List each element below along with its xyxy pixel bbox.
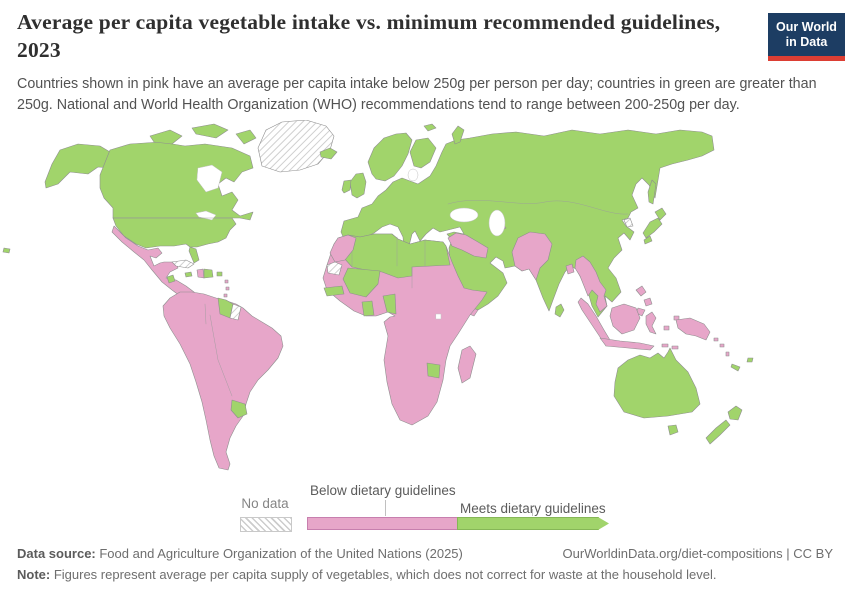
- region-java[interactable]: [599, 337, 655, 351]
- legend-no-data-label[interactable]: No data: [241, 496, 289, 511]
- legend-bar: [307, 517, 609, 530]
- logo-line-1: Our World: [776, 20, 837, 34]
- region-dominican-republic[interactable]: [203, 268, 214, 279]
- region-suriname[interactable]: [229, 303, 242, 321]
- region-lesser-antilles[interactable]: [223, 279, 230, 298]
- region-north-korea[interactable]: [623, 217, 634, 228]
- region-ireland[interactable]: [341, 179, 352, 194]
- region-greenland[interactable]: [257, 120, 335, 173]
- region-canada[interactable]: [99, 141, 254, 221]
- legend-meets-label[interactable]: Meets dietary guidelines: [460, 501, 606, 516]
- country-borders: [112, 200, 629, 397]
- region-senegal[interactable]: [323, 285, 345, 297]
- legend-meets-tick: [532, 509, 533, 516]
- baltic-sea: [407, 168, 419, 182]
- region-south-america[interactable]: [162, 291, 284, 471]
- legend-arrow-tip: [598, 517, 609, 530]
- region-cameroon[interactable]: [382, 293, 397, 315]
- region-fiji[interactable]: [746, 357, 754, 363]
- region-uruguay[interactable]: [230, 399, 248, 419]
- region-sri-lanka[interactable]: [554, 303, 565, 318]
- region-puerto-rico[interactable]: [216, 271, 223, 277]
- region-mexico-central-america[interactable]: [111, 225, 206, 307]
- data-source-label: Data source:: [17, 546, 96, 561]
- region-new-caledonia[interactable]: [730, 363, 741, 372]
- region-lesser-sunda-moluccas[interactable]: [661, 315, 680, 350]
- data-source-text: Food and Agriculture Organization of the…: [95, 546, 463, 561]
- region-madagascar[interactable]: [457, 345, 477, 384]
- legend-meets-swatch[interactable]: [457, 517, 599, 530]
- region-myanmar-thailand-cambodia[interactable]: [574, 255, 608, 313]
- region-new-guinea[interactable]: [675, 317, 711, 341]
- region-borneo[interactable]: [609, 303, 641, 335]
- region-sulawesi[interactable]: [645, 311, 657, 335]
- world-map: [2, 120, 754, 471]
- note-label: Note:: [17, 567, 51, 582]
- region-tasmania[interactable]: [667, 424, 679, 436]
- owid-logo[interactable]: Our World in Data: [768, 13, 845, 61]
- region-scandinavia[interactable]: [367, 132, 413, 182]
- legend-below-tick: [385, 500, 386, 516]
- page-title: Average per capita vegetable intake vs. …: [17, 10, 721, 63]
- data-source-line: Data source: Food and Agriculture Organi…: [17, 546, 463, 561]
- black-sea: [449, 207, 479, 223]
- region-finland[interactable]: [409, 137, 437, 169]
- region-eurasia[interactable]: [340, 129, 715, 318]
- region-jamaica[interactable]: [184, 271, 193, 278]
- region-cuba[interactable]: [171, 259, 195, 269]
- region-levant-iraq[interactable]: [447, 232, 489, 259]
- footer-source-row: Data source: Food and Agriculture Organi…: [17, 546, 833, 561]
- region-japan[interactable]: [642, 207, 667, 245]
- region-morocco[interactable]: [329, 234, 357, 263]
- hudson-bay: [196, 164, 223, 193]
- region-haiti[interactable]: [196, 268, 205, 279]
- owid-link[interactable]: OurWorldinData.org/diet-compositions | C…: [562, 546, 833, 561]
- region-solomon-islands[interactable]: [713, 337, 725, 348]
- region-guatemala[interactable]: [166, 274, 176, 284]
- region-mali[interactable]: [342, 267, 381, 298]
- logo-line-2: in Data: [785, 35, 828, 49]
- legend-no-data-swatch[interactable]: [240, 517, 292, 532]
- region-western-sahara[interactable]: [326, 261, 343, 276]
- region-united-kingdom[interactable]: [349, 172, 367, 199]
- region-new-zealand[interactable]: [705, 405, 743, 445]
- region-hawaii[interactable]: [2, 247, 11, 254]
- legend-below-label[interactable]: Below dietary guidelines: [310, 483, 456, 498]
- region-canadian-arctic[interactable]: [149, 123, 257, 145]
- legend-below-swatch[interactable]: [307, 517, 458, 530]
- region-ghana[interactable]: [361, 300, 375, 317]
- region-novaya-zemlya[interactable]: [451, 125, 465, 145]
- caspian-sea: [488, 209, 506, 237]
- region-vanuatu[interactable]: [725, 351, 730, 357]
- lake-victoria: [435, 313, 442, 320]
- region-afghanistan-pakistan[interactable]: [511, 231, 553, 281]
- region-philippines[interactable]: [635, 285, 653, 317]
- region-australia[interactable]: [613, 347, 701, 419]
- region-zimbabwe[interactable]: [426, 362, 441, 379]
- chart-subtitle: Countries shown in pink have an average …: [17, 76, 817, 113]
- region-iceland[interactable]: [319, 147, 338, 160]
- region-usa[interactable]: [112, 217, 237, 264]
- region-sakhalin[interactable]: [647, 179, 657, 205]
- footer-note-row: Note: Figures represent average per capi…: [17, 567, 833, 582]
- note-text: Figures represent average per capita sup…: [50, 567, 717, 582]
- region-bangladesh[interactable]: [565, 263, 575, 275]
- region-svalbard[interactable]: [423, 123, 437, 132]
